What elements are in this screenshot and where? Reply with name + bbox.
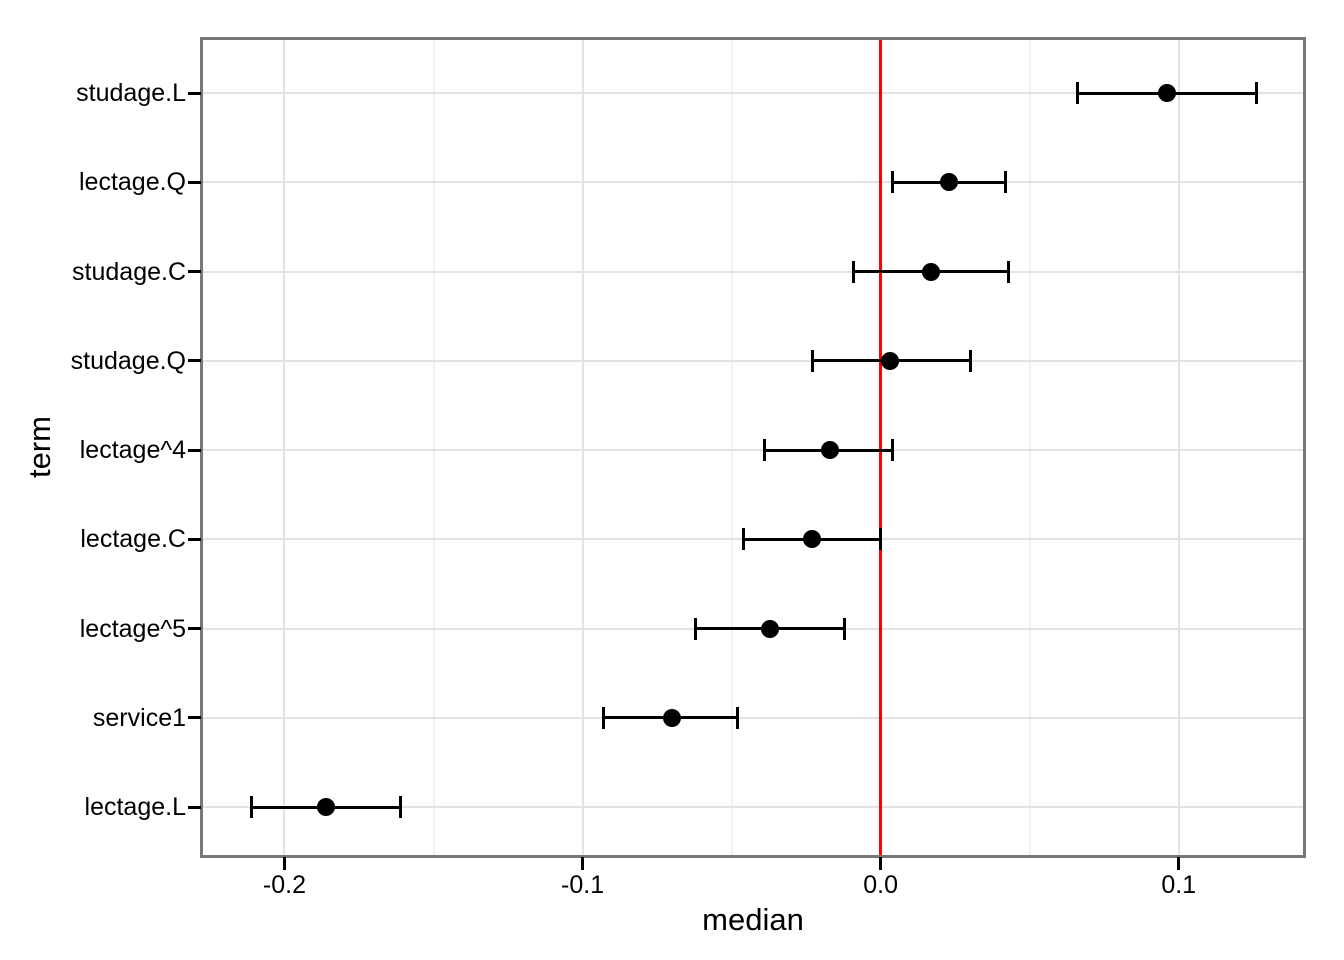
y-axis-tick-label: lectage.L: [84, 793, 186, 821]
median-point: [317, 798, 336, 816]
errorbar-cap-left: [694, 617, 698, 640]
errorbar-cap-right: [1254, 82, 1258, 104]
median-point: [663, 708, 681, 727]
plot-panel: [200, 37, 1306, 858]
x-axis-tick-label: 0.0: [863, 871, 899, 899]
x-axis-tick-label: 0.1: [1161, 871, 1197, 899]
errorbar-cap-left: [852, 260, 856, 283]
median-point: [761, 619, 780, 638]
errorbar-cap-left: [810, 349, 814, 372]
y-axis-tick-label: lectage^4: [79, 436, 186, 464]
y-axis-tick: [188, 448, 201, 452]
gridline-major-horizontal: [203, 449, 1303, 451]
y-axis-tick: [188, 359, 201, 363]
median-point: [821, 441, 839, 459]
gridline-major-horizontal: [203, 181, 1303, 184]
y-axis-tick-label: studage.L: [76, 79, 186, 107]
gridline-major-horizontal: [203, 92, 1303, 94]
y-axis-tick: [188, 627, 201, 630]
y-axis-tick-label: studage.C: [72, 257, 186, 286]
gridline-minor-vertical: [1028, 40, 1031, 855]
errorbar-cap-left: [891, 171, 895, 194]
errorbar-cap-left: [601, 706, 605, 729]
errorbar-cap-right: [1004, 171, 1008, 194]
y-axis-tick: [188, 270, 201, 273]
errorbar-cap-left: [762, 439, 766, 461]
errorbar-cap-right: [843, 617, 847, 640]
errorbar-cap-left: [250, 796, 254, 818]
y-axis-tick: [188, 91, 201, 95]
gridline-major-horizontal: [203, 359, 1303, 362]
x-axis-tick: [1177, 857, 1181, 870]
errorbar-cap-right: [399, 796, 403, 818]
gridline-major-vertical: [581, 40, 584, 855]
x-axis-tick: [879, 857, 883, 870]
y-axis-tick: [188, 180, 201, 184]
errorbar-cap-right: [968, 349, 972, 372]
x-axis-tick-label: -0.1: [561, 871, 605, 899]
y-axis-tick-label: lectage^5: [79, 614, 186, 643]
gridline-major-horizontal: [203, 806, 1303, 808]
y-axis-tick-label: lectage.Q: [78, 168, 186, 197]
x-axis-title: median: [702, 902, 804, 937]
y-axis-tick: [188, 537, 201, 541]
gridline-major-horizontal: [203, 716, 1303, 719]
zero-reference-line: [879, 40, 883, 855]
errorbar-cap-right: [1007, 260, 1011, 283]
x-axis-tick: [282, 857, 286, 870]
gridline-minor-vertical: [432, 40, 435, 855]
gridline-major-horizontal: [203, 270, 1303, 273]
gridline-major-vertical: [1177, 40, 1180, 855]
errorbar-cap-left: [742, 528, 746, 551]
gridline-minor-vertical: [730, 40, 733, 855]
median-point: [922, 262, 941, 281]
y-axis-tick-label: lectage.C: [80, 525, 186, 554]
y-axis-tick-label: service1: [92, 703, 186, 732]
gridline-major-vertical: [283, 40, 286, 855]
x-axis-tick: [581, 857, 585, 870]
median-point: [1157, 84, 1176, 102]
median-point: [880, 351, 899, 370]
y-axis-tick-label: studage.Q: [70, 346, 186, 375]
errorbar-cap-right: [879, 528, 883, 551]
median-point: [803, 530, 822, 549]
x-axis-tick-label: -0.2: [262, 871, 307, 899]
errorbar-cap-left: [1075, 82, 1079, 104]
median-point: [940, 173, 959, 192]
errorbar-cap-right: [891, 439, 895, 461]
errorbar-cap-right: [736, 706, 740, 729]
y-axis-tick: [188, 805, 201, 809]
y-axis-tick: [188, 716, 201, 720]
